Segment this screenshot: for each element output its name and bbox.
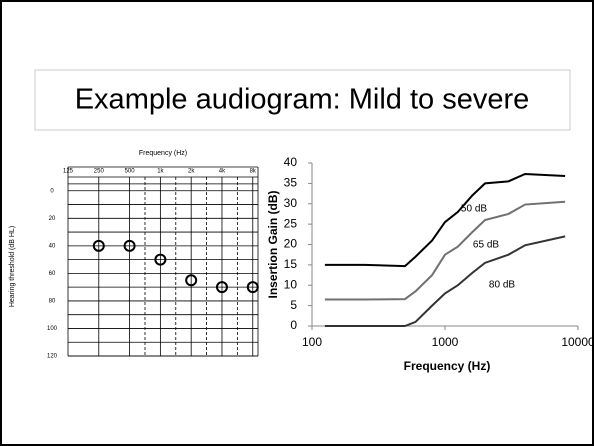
y-tick-label: 100	[47, 326, 58, 332]
data-point	[215, 281, 228, 294]
y-tick-label: 10	[284, 277, 298, 291]
x-tick-label: 250	[94, 169, 105, 175]
data-point	[154, 253, 167, 266]
x-tick-label: 8k	[250, 169, 257, 175]
x-tick-label: 10000	[561, 335, 594, 349]
y-tick-label: 0	[290, 318, 297, 332]
y-tick-label: 0	[50, 188, 54, 194]
x-tick-label: 4k	[219, 169, 226, 175]
y-tick-label: 60	[49, 271, 56, 277]
y-tick-label: 5	[290, 298, 297, 312]
x-tick-label: 500	[125, 169, 136, 175]
y-tick-label: 20	[284, 237, 298, 251]
x-axis-label: Frequency (Hz)	[404, 359, 491, 373]
series-label: 65 dB	[473, 240, 499, 251]
data-point	[185, 274, 198, 287]
slide-title: Example audiogram: Mild to severe	[75, 84, 530, 116]
y-tick-label: 35	[284, 176, 298, 190]
title-box	[34, 69, 571, 131]
y-tick-label: 40	[49, 243, 56, 249]
y-axis-label: Hearing threshold (dB HL)	[9, 226, 16, 307]
data-line	[324, 235, 566, 327]
data-point	[92, 239, 105, 252]
x-tick-label: 1000	[432, 335, 459, 349]
x-tick-label: 125	[63, 169, 74, 175]
data-line	[324, 200, 566, 301]
x-tick-label: 1k	[157, 169, 164, 175]
y-tick-label: 80	[49, 299, 56, 305]
y-tick-label: 30	[284, 196, 298, 210]
series-label: 80 dB	[489, 280, 515, 291]
y-tick-label: 120	[47, 354, 58, 360]
x-tick-label: 100	[302, 335, 322, 349]
y-tick-label: 25	[284, 216, 298, 230]
y-tick-label: 40	[284, 155, 298, 169]
x-axis-label: Frequency (Hz)	[139, 150, 187, 157]
data-line	[324, 172, 566, 268]
series-label: 50 dB	[461, 204, 487, 215]
x-tick-label: 2k	[188, 169, 195, 175]
y-tick-label: 15	[284, 257, 298, 271]
data-point	[246, 281, 259, 294]
data-point	[123, 239, 136, 252]
y-axis-label: Insertion Gain (dB)	[266, 190, 280, 298]
y-tick-label: 20	[49, 216, 56, 222]
